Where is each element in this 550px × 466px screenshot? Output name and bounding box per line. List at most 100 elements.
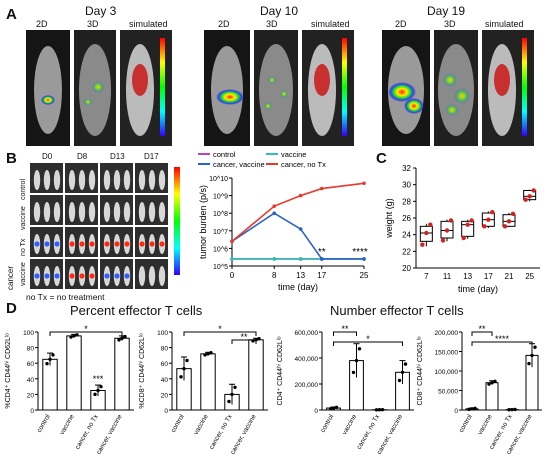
- data-point: [482, 224, 487, 229]
- mouse-silhouette: [78, 202, 86, 222]
- bar: [66, 335, 82, 411]
- tumor-signal: [445, 104, 459, 116]
- data-point: [424, 230, 429, 236]
- row-label: no Tx: [20, 238, 27, 256]
- group-label: cancer: [6, 265, 15, 290]
- data-point: [490, 381, 494, 385]
- data-point: [473, 406, 477, 410]
- y-tick-label: 0: [454, 408, 458, 415]
- mouse-silhouette: [43, 170, 51, 190]
- data-point: [45, 361, 49, 366]
- significance-label: ***: [93, 374, 104, 384]
- significance-bracket: [231, 339, 257, 344]
- y-tick-label: 40: [27, 377, 35, 384]
- colorbar: [522, 38, 527, 136]
- y-tick-label: 30: [402, 181, 411, 190]
- panel-label-b: B: [6, 150, 17, 167]
- x-tick-label: 21: [505, 272, 514, 281]
- y-tick-label: 32: [402, 164, 411, 173]
- mouse-silhouette: [68, 202, 76, 222]
- data-point: [374, 408, 379, 412]
- mouse-silhouette: [88, 202, 96, 222]
- x-axis-label: time (day): [278, 282, 318, 292]
- title-percent: Percent effector T cells: [70, 303, 203, 318]
- tumor-signal: [264, 102, 272, 110]
- x-tick-label: cancer, no Tx: [208, 413, 234, 451]
- y-tick-label: 10^6: [213, 246, 228, 253]
- data-point: [354, 358, 359, 363]
- y-axis-label: weight (g): [384, 198, 394, 239]
- tumor-signal: [54, 273, 60, 279]
- x-tick-label: cancer, vaccine: [95, 413, 124, 456]
- tumor-signal: [44, 273, 50, 279]
- sub-label: 3D: [266, 19, 278, 29]
- mouse-silhouette: [123, 202, 131, 222]
- x-tick-label: cancer, vaccine: [229, 413, 258, 456]
- data-point: [96, 388, 100, 393]
- significance-bracket: [471, 331, 493, 336]
- y-tick-label: 150,000: [435, 350, 459, 357]
- tumor-signal: [104, 241, 110, 247]
- y-tick-label: 40: [161, 377, 169, 384]
- sub-label: simulated: [311, 19, 350, 29]
- legend-label: cancer, vaccine: [213, 160, 265, 169]
- x-tick-label: control: [458, 413, 474, 434]
- x-tick-label: control: [319, 413, 335, 434]
- data-point: [272, 211, 277, 215]
- organ-render: [494, 64, 510, 96]
- data-point: [420, 242, 425, 247]
- tumor-signal: [84, 98, 92, 106]
- significance-bracket: [333, 331, 357, 336]
- data-point: [444, 228, 450, 233]
- data-point: [487, 382, 491, 386]
- x-tick-label: control: [170, 413, 186, 434]
- y-tick-label: 200,000: [295, 382, 319, 389]
- colorbar: [160, 38, 165, 136]
- tumor-signal: [79, 241, 85, 247]
- y-tick-label: 50,000: [438, 389, 458, 396]
- data-point: [117, 338, 121, 342]
- bar: [114, 337, 130, 411]
- y-tick-label: 10^7: [213, 229, 228, 236]
- bli-grid: [30, 163, 180, 289]
- mouse-silhouette: [43, 202, 51, 222]
- data-point: [510, 211, 516, 217]
- y-tick-label: 100,000: [435, 369, 459, 376]
- mouse-silhouette: [88, 170, 96, 190]
- significance-label: **: [341, 324, 349, 334]
- bar: [42, 358, 58, 411]
- tumor-signal: [124, 273, 130, 279]
- data-point: [527, 194, 532, 199]
- y-tick-label: 0: [314, 408, 318, 415]
- mouse-silhouette: [158, 170, 166, 190]
- y-tick-label: 26: [402, 214, 411, 223]
- mouse-silhouette: [34, 46, 62, 134]
- x-tick-label: 13: [463, 272, 472, 281]
- tumor-signal: [280, 90, 288, 98]
- data-point: [123, 334, 127, 339]
- tumor-signal: [114, 273, 120, 279]
- x-tick-label: 7: [424, 272, 429, 281]
- mouse-silhouette: [33, 202, 41, 222]
- bar: [485, 382, 499, 411]
- data-point: [298, 193, 303, 198]
- y-tick-label: 0: [164, 408, 168, 415]
- x-tick-label: vaccine: [477, 413, 494, 436]
- data-point: [203, 353, 207, 357]
- data-point: [380, 407, 385, 412]
- panel-label-c: C: [376, 150, 387, 167]
- x-axis-label: time (day): [458, 284, 498, 294]
- data-point: [93, 392, 97, 397]
- organ-render: [132, 64, 148, 96]
- data-point: [227, 399, 231, 404]
- title-number: Number effector T cells: [330, 303, 464, 318]
- x-tick-label: vaccine: [193, 413, 210, 436]
- data-point: [319, 257, 324, 261]
- tumor-signal: [79, 273, 85, 279]
- mouse-silhouette: [103, 170, 111, 190]
- y-axis-label: CD8⁺ CD44ʰⁱ CD62Lˡᵒ: [416, 336, 424, 405]
- footnote: no Tx = no treatment: [26, 292, 105, 302]
- significance-bracket: [471, 341, 533, 346]
- mouse-silhouette: [113, 170, 121, 190]
- row-label: control: [20, 178, 27, 200]
